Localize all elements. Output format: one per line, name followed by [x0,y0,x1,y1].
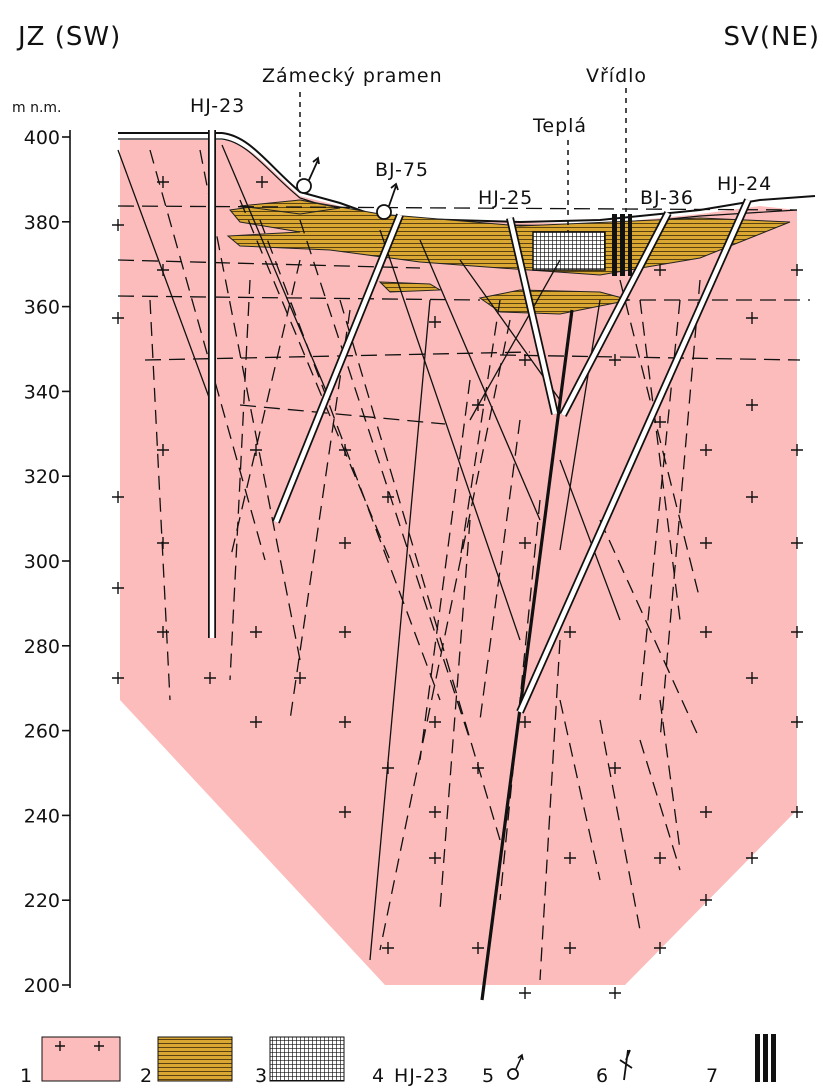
borehole-label: HJ-23 [190,95,245,117]
legend-number: 3 [255,1065,268,1086]
tick-label: 400 [24,127,60,149]
borehole-label: BJ-75 [375,159,429,181]
borehole-label: HJ-24 [717,173,772,195]
header-left: JZ (SW) [16,22,121,52]
legend-number: 4 [372,1065,385,1086]
elevation-axis: 400 380 360 340 320 300 280 260 240 220 200 [24,127,70,997]
legend: 1 2 3 4 HJ-23 5 6 7 [20,1034,776,1086]
tepla-label: Teplá [532,115,587,137]
tick-label: 200 [24,975,60,997]
vridlo-structure [612,214,632,276]
legend-number: 5 [482,1065,495,1086]
axis-label: m n.m. [12,100,62,116]
tick-label: 280 [24,636,60,658]
legend-number: 7 [706,1065,719,1086]
legend-number: 2 [140,1065,153,1086]
tick-label: 300 [24,551,60,573]
cross-section: JZ (SW) SV(NE) m n.m. HJ-23 BJ-75 HJ-25 BJ-… [0,0,823,1086]
granite [120,140,797,985]
tick-label: 340 [24,381,60,403]
spring-label: Zámecký pramen [262,65,443,87]
legend-label: HJ-23 [394,1065,449,1086]
borehole-label: BJ-36 [640,187,694,209]
borehole-label: HJ-25 [478,187,533,209]
legend-number: 1 [20,1065,33,1086]
tick-label: 260 [24,721,60,743]
legend-number: 6 [596,1065,609,1086]
vridlo-label: Vřídlo [586,65,647,87]
tick-label: 320 [24,466,60,488]
granite-cross [519,987,531,999]
tick-label: 360 [24,297,60,319]
tick-label: 220 [24,890,60,912]
header-right: SV(NE) [724,22,820,52]
tick-label: 380 [24,212,60,234]
tick-label: 240 [24,805,60,827]
granite-cross [609,987,621,999]
tepla-river-bed [533,232,605,270]
